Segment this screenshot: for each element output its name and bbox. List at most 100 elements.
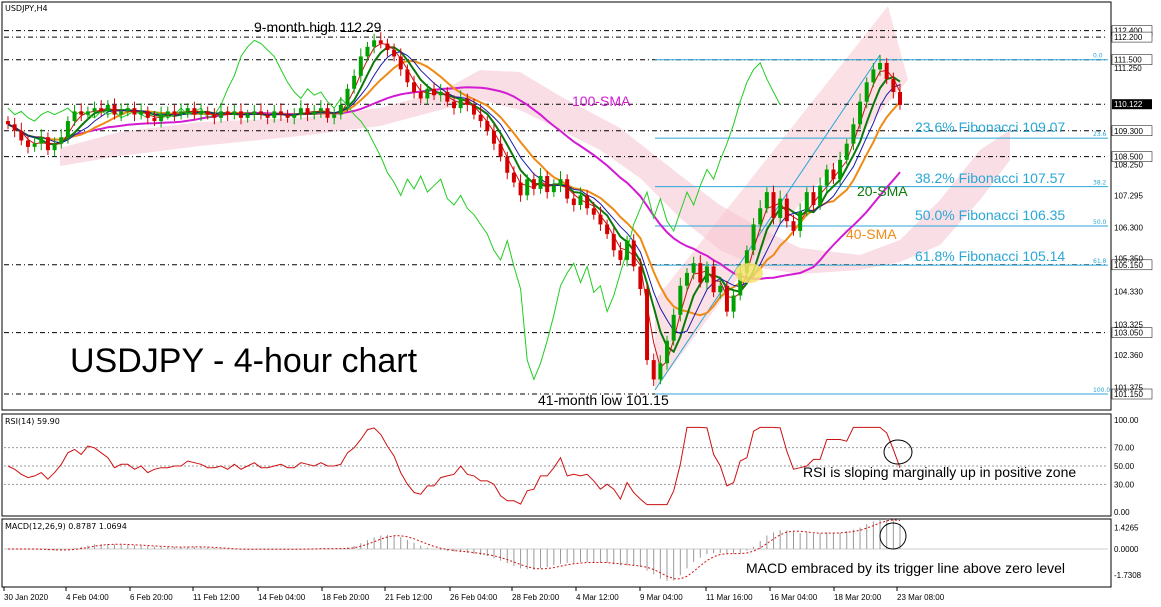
candle-body	[491, 130, 496, 144]
y-tick-label: 101.375	[1114, 384, 1143, 393]
fib-38-label: 38.2% Fibonacci 107.57	[915, 170, 1065, 186]
fib-50-label: 50.0% Fibonacci 106.35	[915, 207, 1065, 223]
candle-body	[625, 240, 630, 260]
price-tag-box	[1111, 125, 1153, 137]
candle-body	[744, 250, 749, 273]
candle-body	[651, 360, 656, 380]
candle-body	[631, 240, 636, 267]
candle-body	[784, 198, 789, 222]
macd-note: MACD embraced by its trigger line above …	[746, 560, 1065, 576]
candle-body	[245, 114, 250, 118]
candle-body	[332, 114, 337, 118]
candle-body	[591, 208, 596, 215]
candle-body	[338, 104, 343, 115]
candle-body	[571, 198, 576, 206]
candle-body	[125, 108, 130, 112]
candle-body	[258, 111, 263, 115]
candle-body	[838, 159, 843, 180]
candle-body	[485, 121, 490, 131]
chikou-line	[7, 39, 781, 381]
candle-body	[112, 104, 117, 115]
rising-channel	[654, 6, 908, 391]
candlesticks	[6, 32, 902, 386]
y-tick-label: 103.325	[1114, 321, 1143, 330]
candle-body	[704, 266, 709, 283]
candle-body	[718, 285, 723, 293]
fib-level-label: 38.2	[1093, 180, 1107, 187]
candle-body	[498, 143, 503, 157]
candle-body	[665, 340, 670, 364]
candle-body	[352, 75, 357, 89]
candle-body	[505, 156, 510, 173]
fib-level-label: 100.0	[1093, 387, 1110, 394]
rsi-tick-label: 70.00	[1114, 444, 1135, 453]
candle-body	[405, 69, 410, 83]
candle-body	[671, 314, 676, 341]
candle-body	[791, 221, 796, 231]
y-tick-label: 105.350	[1114, 254, 1143, 263]
candle-body	[558, 179, 563, 186]
candle-body	[611, 234, 616, 251]
ichimoku-cloud	[60, 70, 1010, 274]
macd-tick-label: -1.7308	[1114, 571, 1142, 580]
candle-body	[278, 111, 283, 115]
rsi-indicator: 100.00 70.00 50.00 30.00 0.00	[4, 416, 1139, 517]
candle-body	[884, 62, 889, 80]
macd-tick-label: 0.0000	[1114, 545, 1139, 554]
candle-body	[272, 111, 277, 118]
candle-body	[724, 285, 729, 312]
candle-body	[525, 179, 530, 196]
y-tick-label: 104.330	[1114, 287, 1143, 296]
candle-body	[185, 108, 190, 112]
x-tick-label: 4 Feb 04:00	[66, 593, 109, 602]
x-tick-label: 14 Feb 04:00	[258, 593, 306, 602]
sma100-label: 100-SMA	[572, 93, 631, 109]
candle-body	[878, 62, 883, 70]
x-tick-label: 4 Mar 12:00	[576, 593, 619, 602]
candle-body	[871, 69, 876, 83]
chart-title: USDJPY - 4-hour chart	[70, 342, 418, 380]
candle-body	[212, 114, 217, 118]
candle-body	[6, 121, 10, 125]
price-tag-label: 112.400	[1114, 27, 1143, 36]
y-tick-label: 111.250	[1114, 64, 1142, 73]
candle-body	[764, 192, 769, 209]
candle-body	[72, 111, 77, 122]
candle-body	[438, 91, 443, 96]
candle-body	[385, 43, 390, 51]
candle-body	[678, 285, 683, 315]
price-tag-label: 111.500	[1114, 56, 1142, 65]
symbol-header: USDJPY,H4	[5, 4, 48, 13]
candle-body	[225, 111, 230, 115]
fib-level-label: 0.0	[1093, 53, 1103, 60]
price-tag-box	[1111, 259, 1153, 271]
candle-body	[432, 88, 437, 96]
candle-body	[312, 111, 317, 115]
rsi-tick-label: 50.00	[1114, 462, 1135, 471]
candle-body	[458, 98, 463, 109]
candle-body	[711, 266, 716, 293]
price-tag-box	[1111, 388, 1153, 400]
price-tag-label: 108.500	[1114, 153, 1143, 162]
candle-body	[858, 101, 863, 125]
price-tag-label: 103.050	[1114, 329, 1143, 338]
candle-body	[898, 91, 902, 105]
candle-body	[551, 185, 556, 193]
candle-body	[119, 111, 124, 115]
rsi-line	[7, 426, 901, 506]
candle-body	[645, 289, 650, 361]
candle-body	[205, 111, 210, 115]
candle-body	[372, 40, 377, 47]
sma40-label: 40-SMA	[846, 226, 897, 242]
candle-body	[39, 137, 44, 144]
candle-body	[638, 266, 643, 290]
candle-body	[738, 272, 743, 296]
x-tick-label: 16 Mar 04:00	[770, 593, 818, 602]
candle-body	[731, 295, 736, 312]
price-tag-label: 109.300	[1114, 127, 1143, 136]
candle-body	[238, 111, 243, 118]
candle-body	[59, 137, 64, 144]
candle-body	[219, 111, 224, 118]
candle-body	[85, 111, 90, 115]
price-tag-box	[1111, 151, 1153, 162]
